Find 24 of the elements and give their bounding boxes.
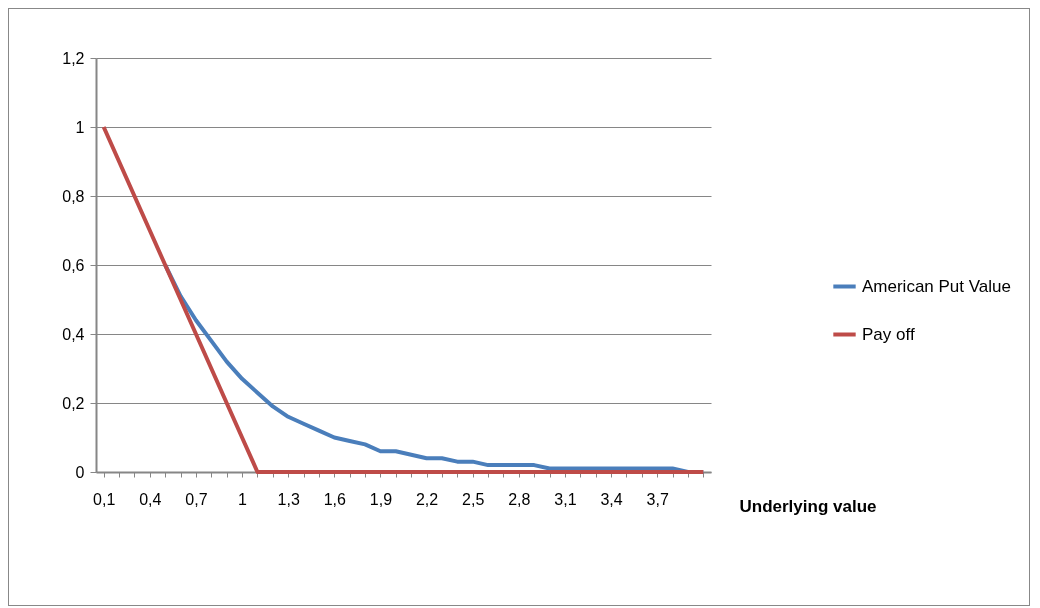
y-tick-label: 0,2: [62, 394, 85, 412]
x-tick-label: 0,1: [93, 490, 116, 508]
x-tick-label: 2,2: [415, 490, 439, 508]
y-tick-label: 1: [75, 118, 85, 136]
x-tick-label: 3,7: [646, 490, 669, 508]
x-tick-label: 0,4: [139, 490, 162, 508]
x-tick-label: 1,3: [277, 490, 300, 508]
line-series: [101, 125, 706, 474]
x-tick-label: 0,7: [185, 490, 208, 508]
x-axis-title: Underlying value: [739, 496, 877, 516]
legend-label: Pay off: [862, 324, 915, 344]
x-tick-label: 1: [238, 490, 248, 508]
y-tick-label: 0,8: [62, 187, 85, 205]
y-tick-label: 0,6: [62, 256, 85, 274]
y-tick-label: 0: [75, 463, 85, 481]
x-tick-label: 1,6: [323, 490, 347, 508]
x-tick-label: 2,8: [508, 490, 531, 508]
legend-label: American Put Value: [862, 276, 1011, 296]
x-tick-label: 2,5: [462, 490, 485, 508]
y-tick-label: 1,2: [62, 49, 85, 67]
x-tick-label: 1,9: [369, 490, 393, 508]
x-tick-label: 3,4: [600, 490, 623, 508]
y-tick-label: 0,4: [62, 325, 85, 343]
x-tick-label: 3,1: [554, 490, 577, 508]
